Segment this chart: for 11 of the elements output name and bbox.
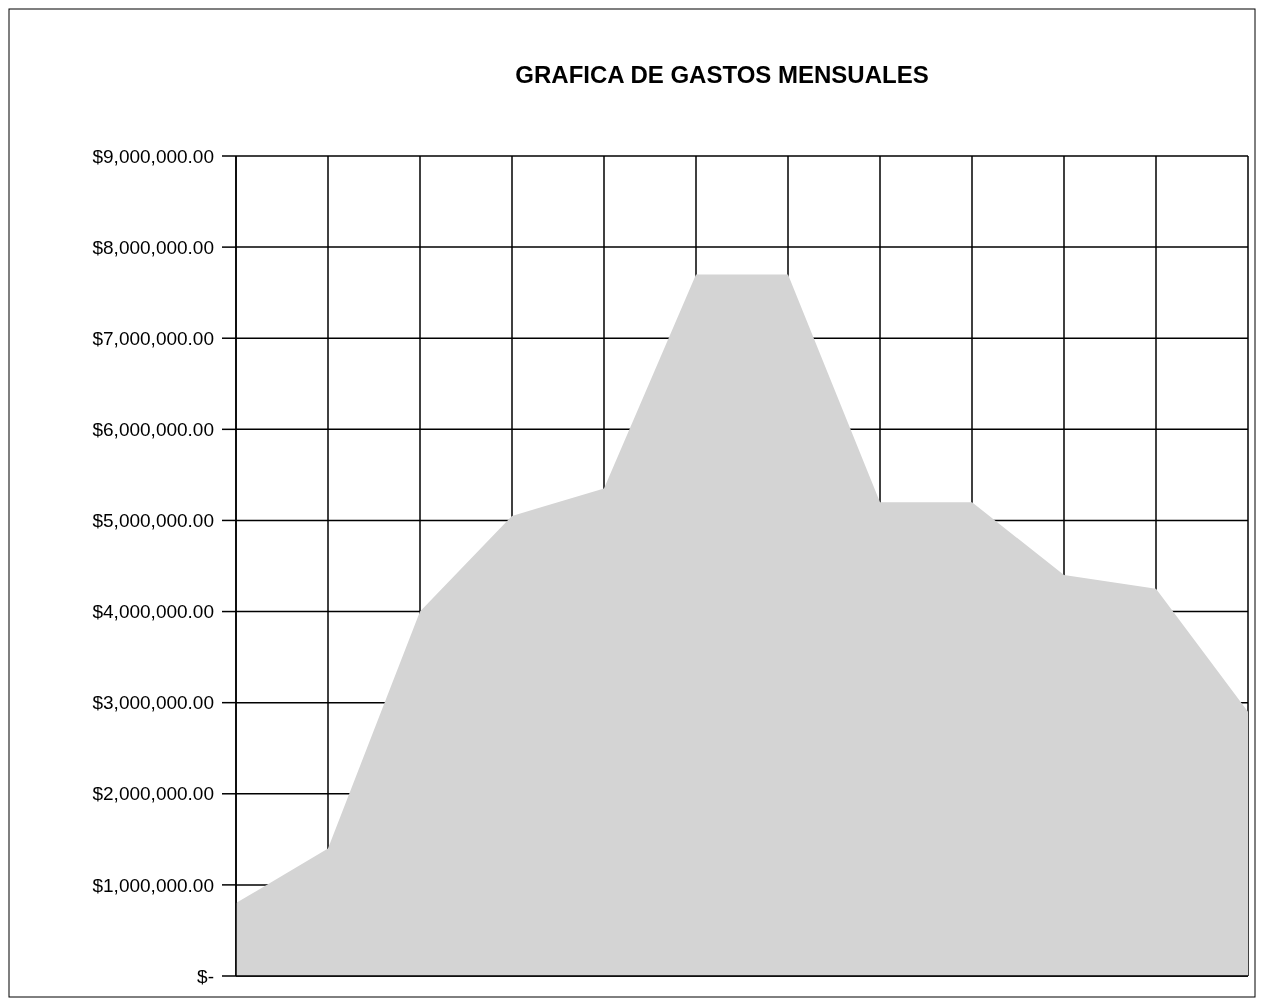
y-tick-label: $7,000,000.00 (92, 327, 214, 349)
y-tick-label: $5,000,000.00 (92, 510, 214, 532)
y-tick-label: $9,000,000.00 (92, 145, 214, 167)
y-tick-label: $6,000,000.00 (92, 418, 214, 440)
y-tick-label: $8,000,000.00 (92, 236, 214, 258)
y-tick-label: $3,000,000.00 (92, 692, 214, 714)
y-tick-label: $- (197, 965, 214, 987)
chart-title: GRAFICA DE GASTOS MENSUALES (515, 61, 929, 88)
y-tick-label: $1,000,000.00 (92, 874, 214, 896)
y-tick-label: $4,000,000.00 (92, 601, 214, 623)
y-tick-label: $2,000,000.00 (92, 783, 214, 805)
